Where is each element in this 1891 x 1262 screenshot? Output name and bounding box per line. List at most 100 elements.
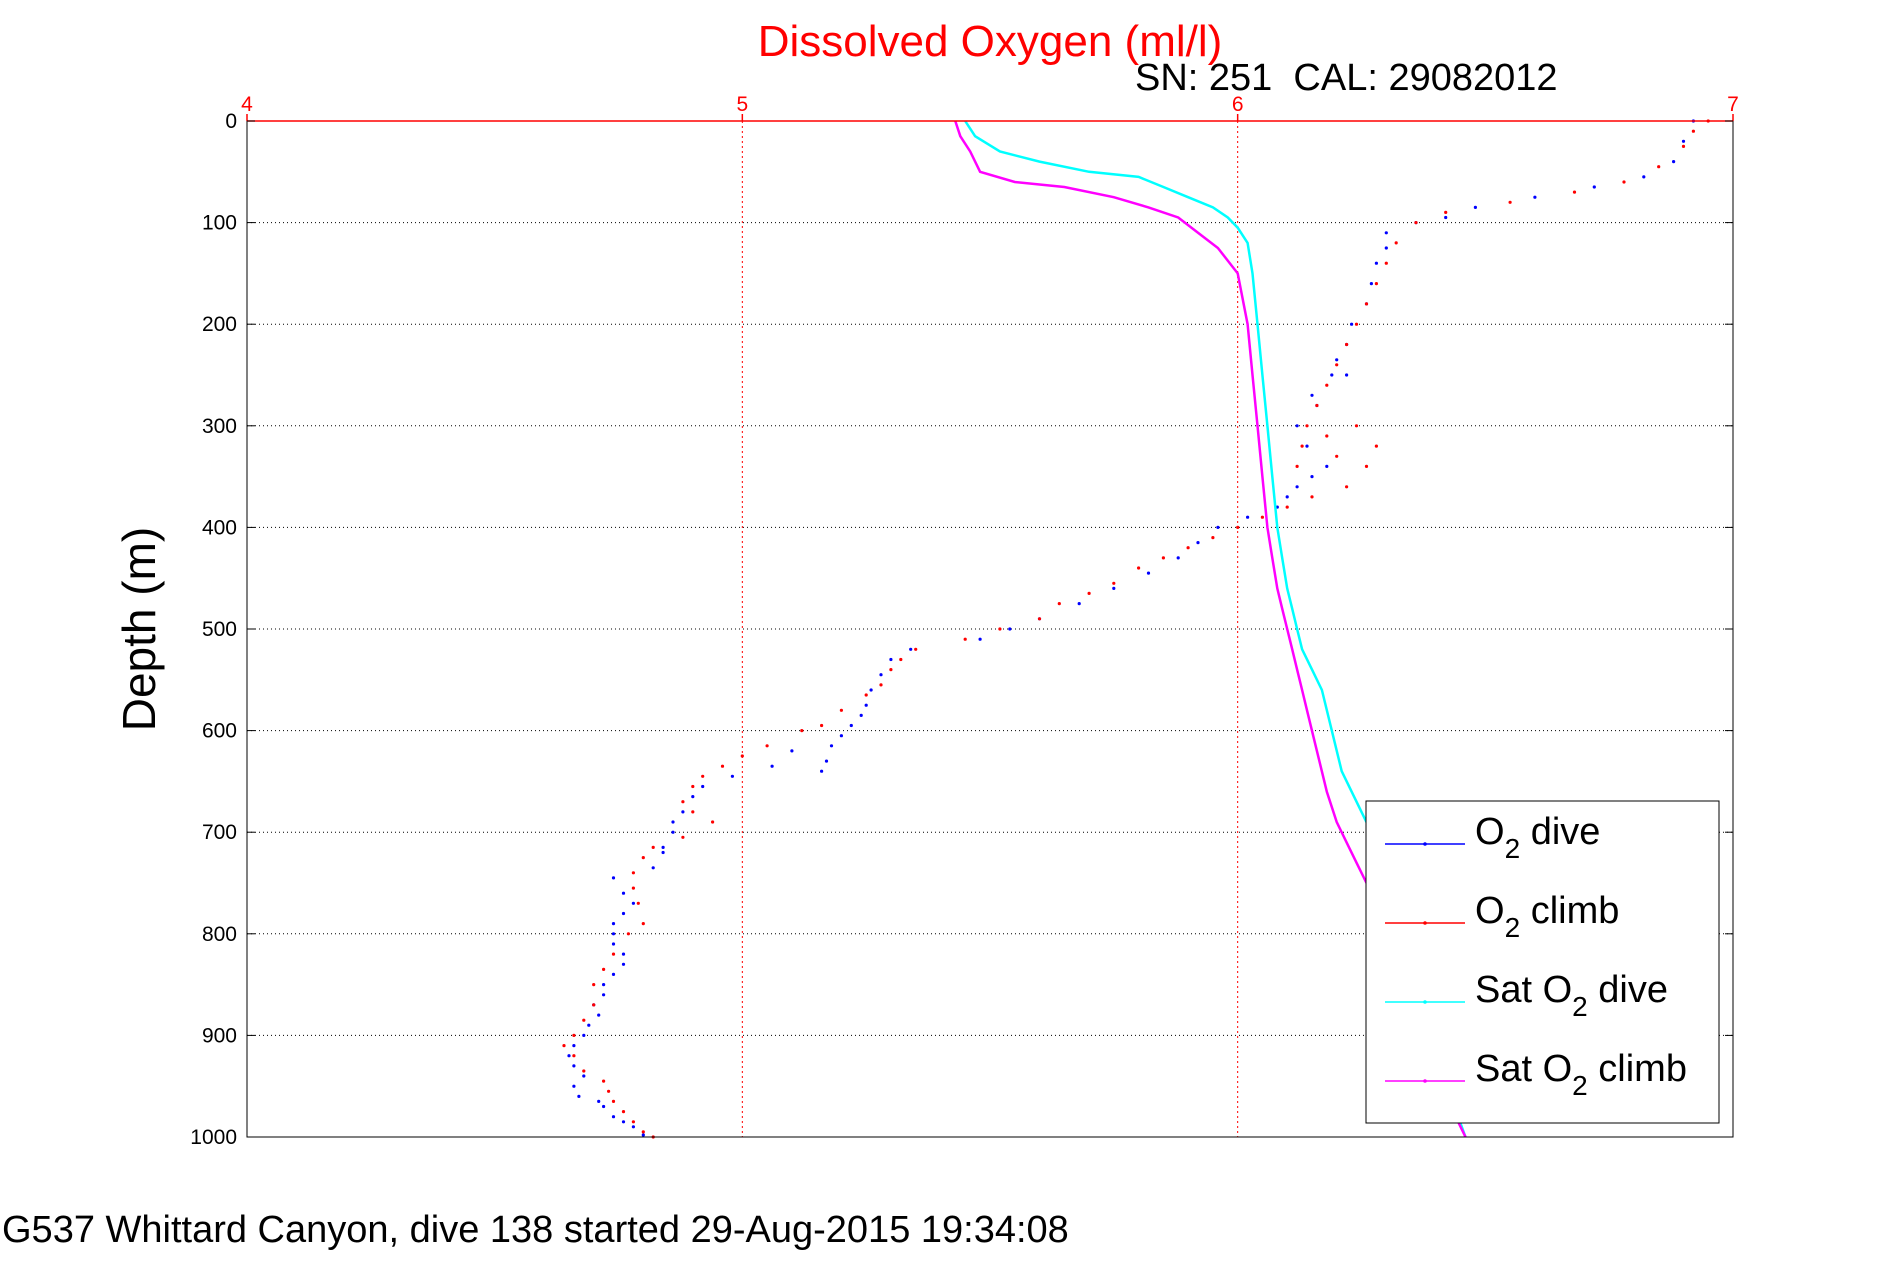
data-point (1444, 210, 1448, 214)
data-point (631, 1120, 636, 1124)
data-point (859, 713, 863, 718)
legend-label-subscript: 2 (1572, 991, 1588, 1022)
data-point (582, 1033, 586, 1037)
legend-label-main: Sat O (1475, 1048, 1572, 1090)
data-point (1315, 403, 1319, 408)
data-point (1037, 617, 1042, 621)
legend-marker (1423, 842, 1427, 846)
legend-label-subscript: 2 (1572, 1070, 1588, 1101)
data-point (839, 734, 844, 738)
legend-label-subscript: 2 (1505, 833, 1521, 864)
data-point (592, 983, 596, 987)
data-point (582, 1018, 586, 1022)
data-point (1186, 546, 1190, 550)
data-point (671, 820, 675, 824)
data-point (864, 703, 868, 707)
series-0 (567, 119, 1695, 1137)
data-point (1354, 322, 1359, 326)
data-point (691, 810, 695, 814)
data-point (1196, 541, 1200, 545)
data-point (631, 871, 636, 875)
data-point (597, 1099, 601, 1103)
data-point (1325, 383, 1329, 387)
y-tick-label: 700 (202, 821, 237, 844)
data-point (567, 1054, 571, 1058)
data-point (626, 932, 631, 936)
legend-box (1365, 800, 1720, 1124)
data-point (611, 942, 616, 946)
data-point (1008, 627, 1012, 631)
data-point (1444, 215, 1448, 220)
data-point (1057, 602, 1061, 606)
data-point (1236, 525, 1240, 530)
y-tick-label: 800 (202, 923, 237, 946)
data-point (701, 774, 705, 778)
data-point (849, 723, 853, 728)
data-point (1681, 139, 1686, 143)
data-point (611, 876, 616, 880)
data-point (1592, 185, 1596, 189)
data-point (1533, 195, 1537, 199)
data-point (681, 810, 685, 814)
data-point (824, 759, 829, 763)
data-point (1354, 424, 1359, 428)
data-point (602, 967, 606, 972)
data-point (1642, 175, 1646, 179)
data-point (1285, 505, 1289, 509)
data-point (1572, 190, 1577, 194)
data-point (1295, 485, 1299, 489)
data-point (1508, 200, 1512, 204)
data-point (1384, 231, 1388, 235)
data-point (621, 1110, 626, 1114)
data-point (1112, 586, 1116, 591)
data-point (1335, 454, 1339, 458)
data-point (889, 668, 893, 672)
data-point (1374, 444, 1378, 448)
data-point (839, 708, 844, 712)
y-tick-label: 1000 (190, 1126, 237, 1149)
data-point (1310, 495, 1314, 499)
data-point (1330, 373, 1334, 377)
y-tick-label: 400 (202, 516, 237, 539)
data-point (641, 1130, 645, 1134)
x-tick-label: 6 (1232, 93, 1244, 116)
y-tick-label: 900 (202, 1024, 237, 1047)
data-point (1345, 373, 1349, 377)
data-point (720, 764, 725, 768)
data-point (1310, 393, 1314, 397)
series-1 (562, 119, 1710, 1139)
y-tick-label: 100 (202, 212, 237, 235)
footer-caption: G537 Whittard Canyon, dive 138 started 2… (2, 1209, 1069, 1251)
data-point (562, 1044, 566, 1048)
data-point (1246, 515, 1250, 519)
legend-marker (1423, 1000, 1427, 1004)
data-point (1137, 566, 1141, 570)
legend-label: O2 climb (1475, 890, 1619, 943)
data-point (602, 983, 606, 987)
data-point (1622, 180, 1626, 184)
data-point (1350, 322, 1354, 326)
data-point (1325, 434, 1329, 438)
data-point (681, 800, 685, 804)
data-point (636, 901, 640, 905)
data-point (641, 1133, 645, 1137)
data-point (691, 784, 695, 789)
data-point (1691, 129, 1695, 133)
data-point (602, 1104, 606, 1109)
data-point (730, 774, 735, 778)
legend-marker (1423, 921, 1427, 925)
data-point (1295, 424, 1299, 428)
data-point (572, 1033, 576, 1037)
data-point (1300, 444, 1304, 448)
data-point (611, 1099, 616, 1103)
data-point (611, 972, 616, 977)
data-point (631, 886, 636, 890)
data-point (577, 1094, 581, 1098)
data-point (597, 1013, 601, 1017)
data-point (671, 830, 675, 834)
data-point (889, 657, 893, 662)
data-point (820, 723, 824, 728)
grid-lines (247, 121, 1733, 1137)
